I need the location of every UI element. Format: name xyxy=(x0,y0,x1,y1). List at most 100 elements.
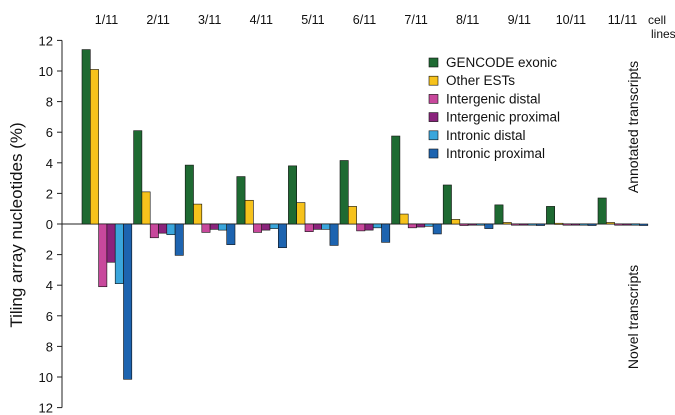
legend-label: Intergenic distal xyxy=(446,91,541,106)
bar xyxy=(562,223,572,226)
bar xyxy=(399,213,409,225)
y-tick-label: 8 xyxy=(46,339,53,354)
category-group-9 xyxy=(494,204,545,226)
category-group-6 xyxy=(339,160,391,243)
category-group-10 xyxy=(546,206,597,226)
category-group-4 xyxy=(236,176,287,249)
bar xyxy=(579,223,589,226)
category-group-2 xyxy=(133,130,184,256)
bar xyxy=(381,223,391,243)
bar xyxy=(391,135,401,225)
legend-item: Other ESTs xyxy=(428,73,515,88)
legend-item: Intergenic distal xyxy=(428,91,541,106)
bar xyxy=(261,223,271,231)
y-tick-label: 0 xyxy=(46,217,53,232)
bar xyxy=(424,223,434,227)
category-group-3 xyxy=(184,164,236,245)
category-label: 6/11 xyxy=(353,13,376,27)
legend-swatch xyxy=(428,148,439,159)
bar xyxy=(81,49,91,225)
bar xyxy=(511,223,520,226)
y-tick-label: 4 xyxy=(46,278,53,293)
bar xyxy=(329,223,339,246)
category-label: 4/11 xyxy=(250,13,273,27)
category-label: 3/11 xyxy=(198,13,221,27)
category-suffix-cell: cell xyxy=(648,13,666,27)
side-label-annotated: Annotated transcripts xyxy=(625,61,641,193)
bars xyxy=(81,49,649,380)
side-label-novel: Novel transcripts xyxy=(625,265,641,369)
category-group-11 xyxy=(597,197,649,226)
legend-label: GENCODE exonic xyxy=(446,55,557,70)
bar xyxy=(502,222,512,225)
y-tick-label: 10 xyxy=(39,370,53,385)
bar xyxy=(587,223,597,226)
bar xyxy=(494,204,504,225)
bar xyxy=(639,223,649,226)
bar xyxy=(218,223,227,231)
bar xyxy=(416,223,426,228)
bar xyxy=(158,223,168,234)
y-tick-label: 12 xyxy=(39,33,53,48)
legend-label: Other ESTs xyxy=(446,73,515,88)
bar xyxy=(451,219,461,225)
bar xyxy=(630,223,640,226)
y-tick-label: 10 xyxy=(39,64,53,79)
category-labels: 1/11 2/11 3/11 4/11 5/11 6/11 7/11 8/11 9/11 10/1… xyxy=(95,13,637,27)
bar xyxy=(527,223,537,226)
bar xyxy=(90,69,99,225)
legend-label: Intronic distal xyxy=(446,128,526,143)
bar xyxy=(459,223,469,226)
bar xyxy=(570,223,580,226)
legend-item: GENCODE exonic xyxy=(428,55,557,70)
y-tick-label: 2 xyxy=(46,186,53,201)
category-label: 5/11 xyxy=(301,13,324,27)
y-tick-label: 6 xyxy=(46,125,53,140)
bar xyxy=(288,165,297,225)
bar xyxy=(321,223,331,230)
category-suffix-lines: lines xyxy=(651,27,675,41)
category-group-7 xyxy=(391,135,442,235)
bar xyxy=(133,130,143,225)
bar xyxy=(546,206,556,225)
category-group-1 xyxy=(81,49,133,380)
bar xyxy=(364,223,374,231)
bar xyxy=(372,223,382,229)
y-tick-label: 4 xyxy=(46,156,53,171)
legend-item: Intergenic proximal xyxy=(428,110,560,125)
bar xyxy=(201,223,211,233)
bar xyxy=(622,223,632,226)
bar xyxy=(347,206,357,225)
bar xyxy=(226,223,236,245)
legend: GENCODE exonic Other ESTs Intergenic dista… xyxy=(428,55,560,161)
bar xyxy=(467,223,477,226)
legend-swatch xyxy=(428,57,439,68)
bar xyxy=(312,223,322,230)
bar xyxy=(442,184,452,225)
bar xyxy=(236,176,246,225)
bar xyxy=(519,223,529,226)
legend-swatch xyxy=(428,75,439,86)
legend-swatch xyxy=(428,94,439,104)
bar xyxy=(597,197,607,225)
bar xyxy=(339,160,349,225)
bar xyxy=(356,223,366,232)
bar xyxy=(476,223,485,226)
bar xyxy=(98,223,108,288)
bar xyxy=(209,223,219,230)
bar xyxy=(407,223,417,229)
y-tick-label: 8 xyxy=(46,95,53,110)
category-label: 10/11 xyxy=(556,13,586,27)
bar xyxy=(149,223,159,239)
bar xyxy=(484,223,494,229)
legend-item: Intronic distal xyxy=(428,128,526,143)
legend-label: Intergenic proximal xyxy=(446,110,560,125)
bar xyxy=(184,164,194,225)
category-label: 1/11 xyxy=(95,13,118,27)
bar xyxy=(432,223,442,235)
bar xyxy=(605,222,615,225)
bar xyxy=(114,223,124,284)
bar xyxy=(141,191,151,225)
bar xyxy=(535,223,545,226)
